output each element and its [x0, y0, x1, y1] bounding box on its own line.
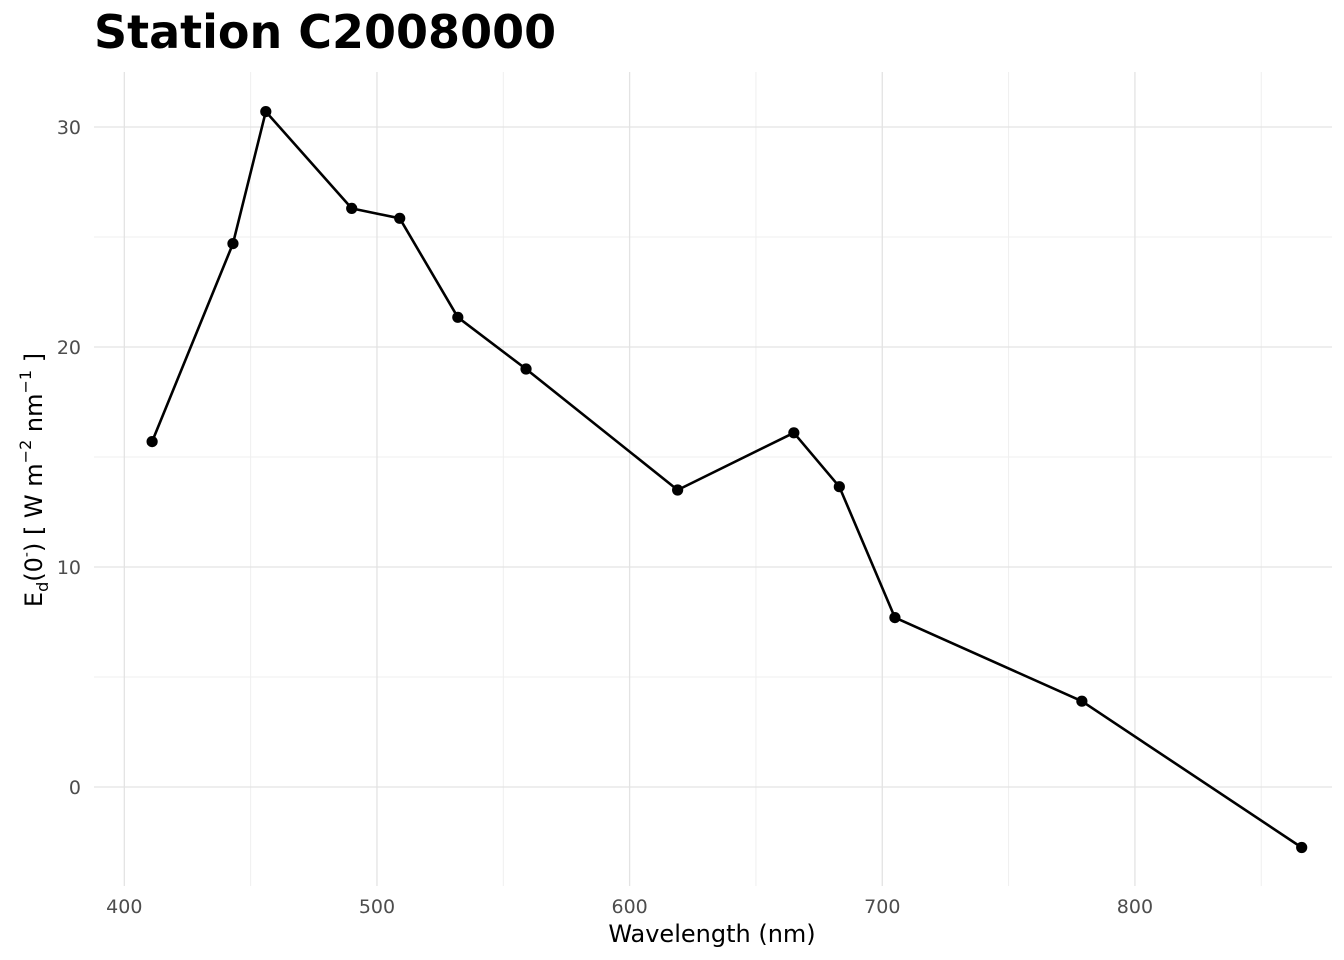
data-point [520, 363, 532, 375]
y-tick-label: 10 [57, 557, 81, 579]
x-tick-label: 400 [106, 896, 142, 918]
data-point [452, 311, 464, 323]
data-point [1296, 841, 1308, 854]
x-tick-label: 700 [864, 896, 900, 918]
y-axis-ticks: 0 10 20 30 [57, 117, 81, 799]
y-label-exp1: −2 [16, 440, 35, 464]
y-label-end: ] [20, 353, 48, 370]
data-point [833, 481, 845, 493]
x-tick-label: 500 [359, 896, 395, 918]
x-tick-label: 800 [1117, 896, 1153, 918]
y-label-base: E [20, 592, 48, 607]
data-point [788, 427, 800, 439]
grid [94, 72, 1332, 886]
y-label-sub: d [33, 582, 52, 592]
data-point [227, 238, 239, 250]
y-label-sup-minus: - [19, 552, 35, 557]
y-axis-label: Ed(0-) [ W m−2 nm−1 ] [16, 353, 52, 607]
y-label-close: ) [ W m [20, 463, 48, 552]
series-polyline [150, 110, 1303, 849]
data-points [146, 106, 1308, 854]
data-point [346, 202, 358, 214]
y-tick-label: 20 [57, 337, 81, 359]
data-point [889, 612, 901, 624]
data-point [672, 484, 684, 496]
chart-title: Station C2008000 [94, 5, 556, 59]
x-axis-label: Wavelength (nm) [608, 920, 815, 948]
data-point [146, 436, 158, 448]
data-point [394, 212, 406, 224]
series-line [150, 110, 1303, 849]
x-axis-ticks: 400 500 600 700 800 [106, 896, 1153, 918]
y-label-exp2: −1 [16, 370, 35, 394]
data-point [1076, 695, 1088, 707]
y-axis-label-group: Ed(0-) [ W m−2 nm−1 ] [16, 353, 52, 607]
data-point [260, 106, 272, 118]
y-tick-label: 0 [69, 777, 81, 799]
y-label-mid: nm [20, 394, 48, 440]
y-tick-label: 30 [57, 117, 81, 139]
y-label-open: (0 [20, 557, 48, 582]
x-tick-label: 600 [611, 896, 647, 918]
